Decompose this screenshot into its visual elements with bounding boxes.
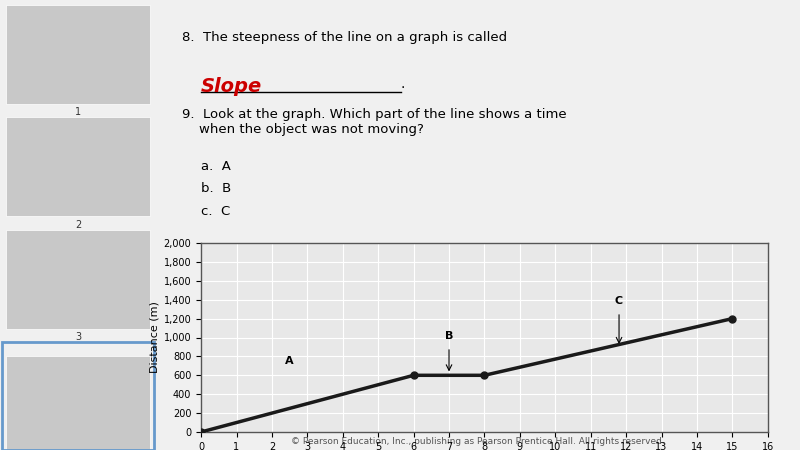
Text: A: A — [286, 356, 294, 366]
Text: c.  C: c. C — [201, 205, 230, 218]
Text: 9.  Look at the graph. Which part of the line shows a time
    when the object w: 9. Look at the graph. Which part of the … — [182, 108, 566, 136]
Text: 3: 3 — [75, 332, 81, 342]
Text: 2: 2 — [75, 220, 81, 230]
FancyBboxPatch shape — [6, 356, 150, 450]
FancyBboxPatch shape — [6, 230, 150, 328]
Text: 8.  The steepness of the line on a graph is called: 8. The steepness of the line on a graph … — [182, 32, 507, 45]
Text: 1: 1 — [75, 107, 81, 117]
FancyBboxPatch shape — [6, 4, 150, 104]
Text: © Pearson Education, Inc., publishing as Pearson Prentice Hall. All rights reser: © Pearson Education, Inc., publishing as… — [291, 436, 665, 446]
Text: a.  A: a. A — [201, 160, 231, 173]
Text: C: C — [615, 296, 623, 306]
Text: Slope: Slope — [201, 76, 262, 95]
FancyBboxPatch shape — [6, 117, 150, 216]
Text: B: B — [445, 331, 454, 341]
Text: .: . — [401, 76, 405, 90]
Text: b.  B: b. B — [201, 182, 231, 195]
Y-axis label: Distance (m): Distance (m) — [150, 302, 159, 373]
